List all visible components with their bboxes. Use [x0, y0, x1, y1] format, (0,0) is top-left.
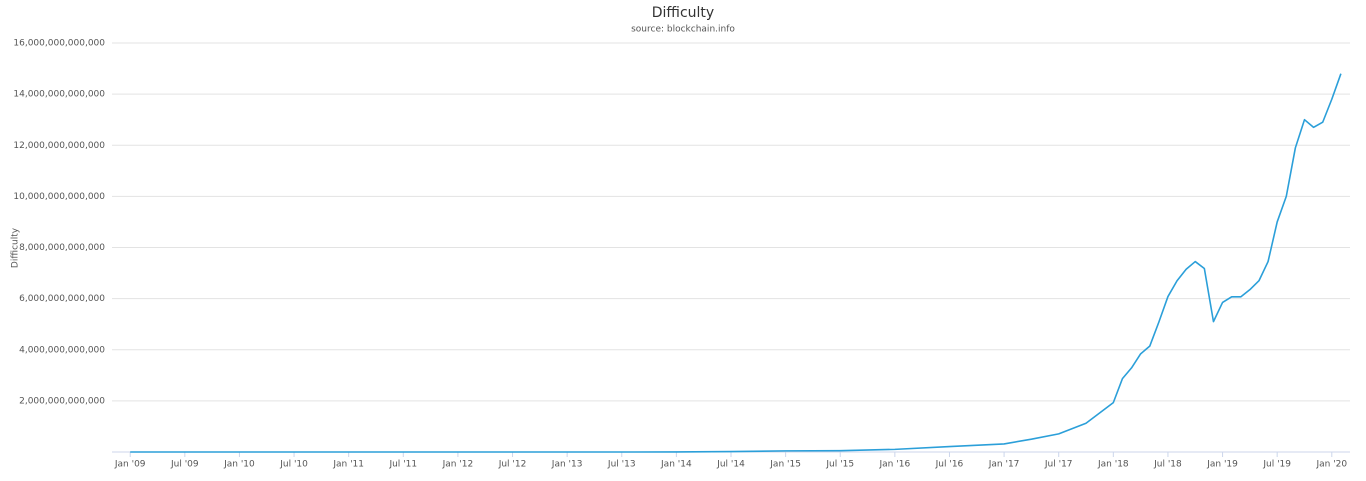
data-line: [130, 73, 1342, 453]
x-tick-label: Jul '13: [607, 460, 636, 470]
x-tick-label: Jul '17: [1044, 460, 1073, 470]
y-tick-label: 4,000,000,000,000: [19, 345, 105, 355]
y-tick-label: 2,000,000,000,000: [19, 396, 105, 406]
x-tick-label: Jan '17: [988, 460, 1020, 470]
x-tick-label: Jul '12: [498, 460, 527, 470]
x-tick-label: Jan '14: [660, 460, 692, 470]
x-tick-label: Jan '09: [114, 460, 146, 470]
x-tick-label: Jan '20: [1315, 460, 1347, 470]
y-tick-label: 14,000,000,000,000: [13, 90, 105, 100]
x-tick-label: Jan '13: [551, 460, 583, 470]
x-tick-label: Jan '15: [769, 460, 801, 470]
y-tick-label: 12,000,000,000,000: [13, 141, 105, 151]
x-tick-label: Jul '15: [825, 460, 854, 470]
y-tick-label: 16,000,000,000,000: [13, 39, 105, 49]
x-tick-label: Jul '14: [716, 460, 745, 470]
y-axis-label: Difficulty: [11, 227, 21, 268]
x-tick-label: Jul '11: [388, 460, 417, 470]
x-tick-label: Jul '16: [935, 460, 964, 470]
x-tick-label: Jul '18: [1153, 460, 1182, 470]
x-tick-label: Jan '11: [332, 460, 364, 470]
x-tick-label: Jan '12: [442, 460, 474, 470]
x-tick-label: Jul '09: [170, 460, 199, 470]
x-tick-label: Jul '10: [279, 460, 308, 470]
chart-title: Difficulty: [652, 5, 714, 21]
x-tick-label: Jan '19: [1206, 460, 1238, 470]
x-tick-label: Jul '19: [1262, 460, 1291, 470]
chart-subtitle: source: blockchain.info: [631, 25, 735, 35]
y-tick-label: 8,000,000,000,000: [19, 243, 105, 253]
y-tick-label: 6,000,000,000,000: [19, 294, 105, 304]
x-tick-label: Jan '16: [879, 460, 911, 470]
x-tick-label: Jan '10: [223, 460, 255, 470]
x-tick-label: Jan '18: [1097, 460, 1129, 470]
y-tick-label: 10,000,000,000,000: [13, 192, 105, 202]
